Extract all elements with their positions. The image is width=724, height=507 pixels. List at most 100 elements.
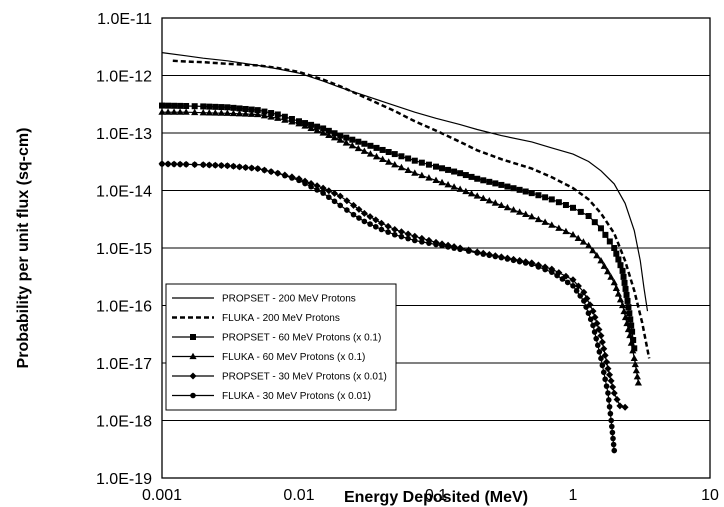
data-point [606,403,613,410]
data-point [242,164,249,171]
data-point [361,140,368,147]
data-point [569,230,577,238]
data-point [598,355,604,362]
series-2 [159,102,638,352]
data-point [468,173,475,180]
data-point [200,103,207,110]
data-point [593,251,601,259]
data-point [574,234,582,241]
data-point [230,104,237,111]
data-point [445,166,452,173]
data-point [418,159,425,166]
series-0 [161,52,649,312]
data-point [313,182,321,190]
data-point [224,104,231,111]
data-point [274,170,281,176]
data-point [301,122,309,129]
data-point [404,166,412,173]
data-point [510,257,517,264]
data-point [218,104,225,111]
data-point [165,161,171,167]
data-point [366,213,374,221]
data-point [223,109,231,116]
data-point [235,109,244,117]
data-point [336,192,344,200]
series-lines [158,52,651,454]
legend-label: PROPSET - 60 MeV Protons (x 0.1) [222,333,381,344]
legend-marker [189,372,197,380]
data-point [354,144,362,152]
data-point [426,240,432,246]
data-point [541,218,549,225]
y-axis-title: Probability per unit flux (sq-cm) [15,128,32,369]
data-point [274,111,281,118]
data-point [577,208,584,215]
data-point [224,162,231,169]
data-point [159,102,165,109]
data-point [604,365,612,373]
data-point [564,279,571,286]
data-point [622,285,629,292]
data-point [473,192,481,199]
data-point [627,316,634,323]
data-point [308,183,314,190]
data-point [631,345,638,352]
data-point [314,187,320,193]
data-point [344,207,350,213]
data-point [534,215,543,223]
data-point [594,342,601,349]
data-point [626,310,633,317]
data-point [384,222,392,230]
data-point [516,208,524,215]
data-point [326,194,332,201]
data-point [325,127,332,134]
data-point [634,379,642,386]
data-point [411,237,418,244]
data-point [498,181,505,188]
data-point [605,390,611,396]
data-point [522,188,529,195]
data-point [302,180,308,187]
data-point [606,238,613,245]
data-point [612,284,620,291]
data-point [617,262,624,269]
data-point [212,103,219,110]
data-point [599,362,606,369]
y-tick-label: 1.0E-13 [96,126,152,143]
data-point [619,267,626,274]
data-point [621,313,630,321]
data-point [485,196,493,204]
data-point [600,262,608,269]
data-point [607,410,614,417]
data-point [349,136,356,143]
data-point [397,163,406,171]
data-point [419,239,425,245]
data-point [503,203,512,211]
data-point [600,345,608,353]
data-point [183,102,190,109]
data-point [628,322,635,329]
data-point [391,231,398,238]
data-point [548,196,555,203]
legend-item: FLUKA - 60 MeV Protons (x 0.1) [172,352,365,363]
data-point [456,185,464,192]
data-point [600,369,607,376]
y-tick-label: 1.0E-12 [96,69,152,86]
data-point [593,335,599,342]
data-point [630,337,637,344]
series-line [172,59,651,359]
data-point [606,371,614,379]
data-point [590,322,596,329]
y-tick-label: 1.0E-19 [96,471,152,488]
data-point [581,298,587,304]
data-point [331,198,338,205]
data-point [355,205,363,213]
data-point [289,175,295,181]
data-point [391,160,399,168]
data-point [229,109,238,117]
data-point [609,383,617,391]
data-point [504,183,511,190]
data-point [602,231,609,238]
data-point [457,246,463,253]
data-point [171,161,177,167]
